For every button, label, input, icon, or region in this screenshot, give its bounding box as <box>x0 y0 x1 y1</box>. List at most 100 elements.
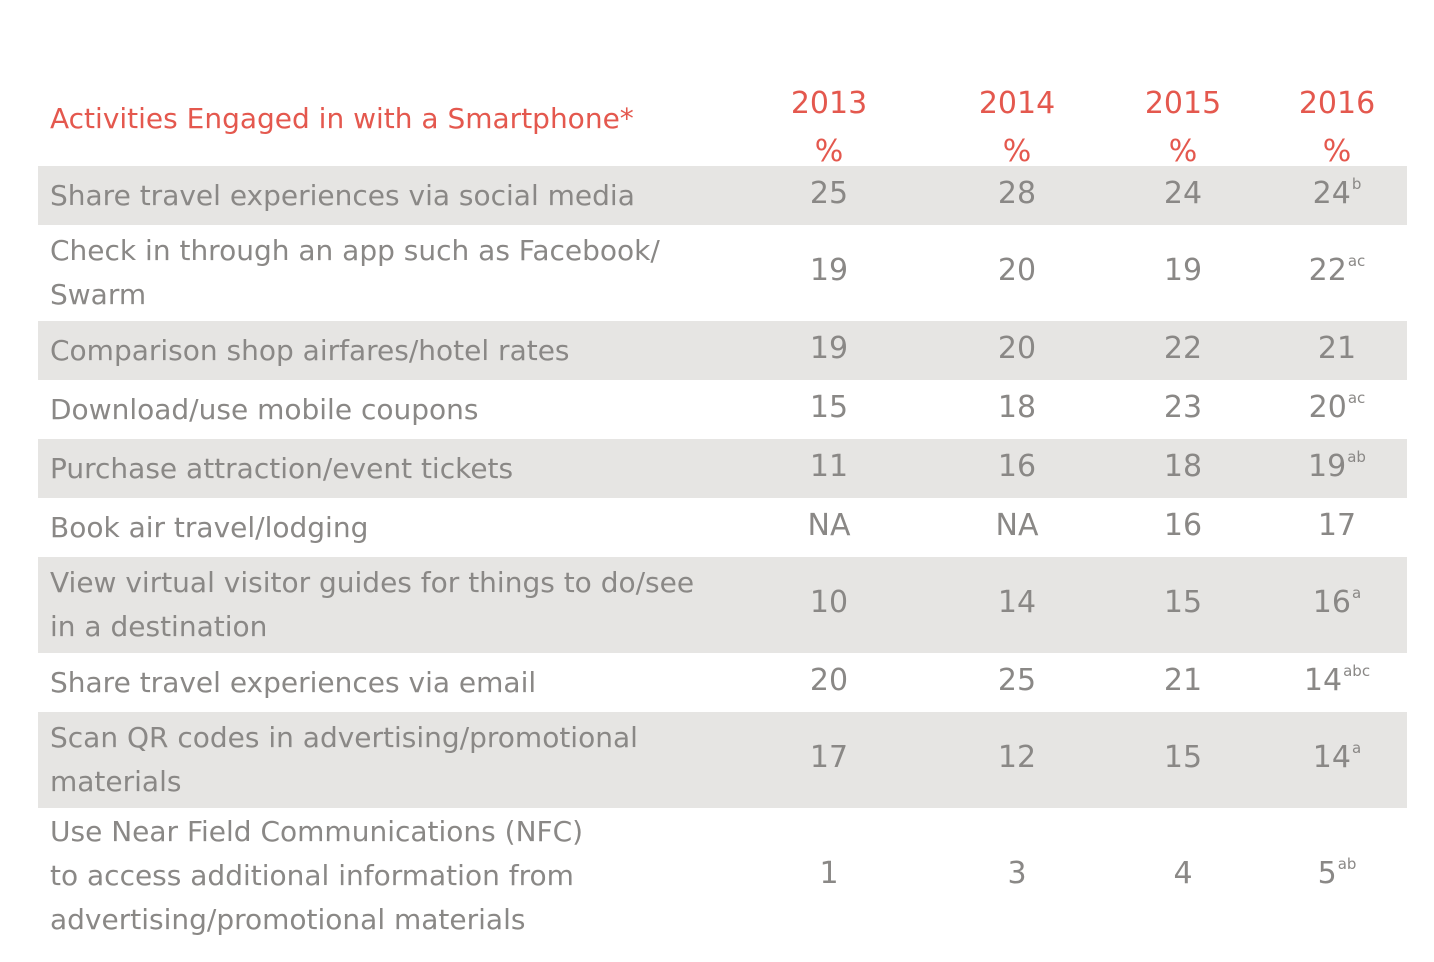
row-label-line: View virtual visitor guides for things t… <box>50 566 695 599</box>
cell-value: 20 <box>997 253 1037 288</box>
cell-value: 11 <box>809 449 849 484</box>
cell-value: 15 <box>809 390 849 425</box>
significance-note: ac <box>1347 252 1366 270</box>
value-cell-2014: 18 <box>937 390 1097 425</box>
cell-value: 22 <box>1163 331 1203 366</box>
column-header-2015: 2015 % <box>1103 80 1263 176</box>
cell-value: 17 <box>809 740 849 775</box>
value-cell-2015: 24 <box>1103 176 1263 211</box>
row-label: Use Near Field Communications (NFC) to ac… <box>50 810 583 942</box>
row-label: Download/use mobile coupons <box>50 388 478 432</box>
value-cell-2016: 22ac <box>1257 253 1417 288</box>
significance-note: ab <box>1337 855 1357 873</box>
value-cell-2013: 15 <box>749 390 909 425</box>
row-label-line: Download/use mobile coupons <box>50 393 479 426</box>
value-cell-2014: 25 <box>937 663 1097 698</box>
table-title: Activities Engaged in with a Smartphone* <box>50 102 634 135</box>
value-cell-2014: 20 <box>937 253 1097 288</box>
table-row: Purchase attraction/event tickets 11 16 18 1… <box>38 439 1407 498</box>
cell-value: 17 <box>1317 508 1357 543</box>
value-cell-2016: 20ac <box>1257 390 1417 425</box>
cell-value: 14 <box>1303 663 1343 698</box>
cell-value: 19 <box>809 331 849 366</box>
value-cell-2014: 14 <box>937 585 1097 620</box>
value-cell-2014: 3 <box>937 856 1097 891</box>
significance-note: ac <box>1347 389 1366 407</box>
row-label: Book air travel/lodging <box>50 506 368 550</box>
cell-value: 1 <box>819 856 839 891</box>
value-cell-2015: 19 <box>1103 253 1263 288</box>
cell-value: 14 <box>1312 740 1351 775</box>
table-row: Use Near Field Communications (NFC) to ac… <box>38 808 1407 944</box>
value-cell-2013: 20 <box>749 663 909 698</box>
value-cell-2016: 21 <box>1257 331 1417 366</box>
table-row: Comparison shop airfares/hotel rates 19 20… <box>38 321 1407 380</box>
cell-value: 18 <box>997 390 1037 425</box>
column-unit: % <box>1002 134 1032 169</box>
cell-value: 25 <box>809 176 849 211</box>
cell-value: 19 <box>1163 253 1203 288</box>
value-cell-2015: 4 <box>1103 856 1263 891</box>
cell-value: 15 <box>1163 585 1203 620</box>
value-cell-2015: 16 <box>1103 508 1263 543</box>
cell-value: 28 <box>997 176 1037 211</box>
cell-value: 15 <box>1163 740 1203 775</box>
column-year: 2015 <box>1144 86 1222 121</box>
value-cell-2016: 14a <box>1257 740 1417 775</box>
cell-value: 19 <box>809 253 849 288</box>
column-header-2016: 2016 % <box>1257 80 1417 176</box>
cell-value: 20 <box>1308 390 1347 425</box>
table-row: Share travel experiences via social medi… <box>38 166 1407 225</box>
column-year: 2016 <box>1298 86 1376 121</box>
value-cell-2016: 16a <box>1257 585 1417 620</box>
significance-note: b <box>1351 175 1362 193</box>
table-row: Book air travel/lodging NA NA 16 17 <box>38 498 1407 557</box>
row-label-line: Share travel experiences via email <box>50 666 537 699</box>
cell-value: 14 <box>997 585 1037 620</box>
value-cell-2013: 10 <box>749 585 909 620</box>
cell-value: 12 <box>997 740 1037 775</box>
value-cell-2016: 17 <box>1257 508 1417 543</box>
table-body: Share travel experiences via social medi… <box>38 166 1407 944</box>
column-unit: % <box>1168 134 1198 169</box>
value-cell-2014: 28 <box>937 176 1097 211</box>
cell-value: 16 <box>1163 508 1203 543</box>
row-label: Purchase attraction/event tickets <box>50 447 513 491</box>
row-label: Check in through an app such as Facebook… <box>50 229 660 317</box>
value-cell-2016: 24b <box>1257 176 1417 211</box>
table-row: Share travel experiences via email 20 25 21… <box>38 653 1407 712</box>
cell-value: 21 <box>1317 331 1357 366</box>
row-label: Share travel experiences via email <box>50 661 536 705</box>
row-label-line: Share travel experiences via social medi… <box>50 179 635 212</box>
significance-note: ab <box>1347 448 1366 466</box>
cell-value: 16 <box>997 449 1037 484</box>
value-cell-2015: 21 <box>1103 663 1263 698</box>
row-label-line: Book air travel/lodging <box>50 511 369 544</box>
column-header-2013: 2013 % <box>749 80 909 176</box>
column-header-2014: 2014 % <box>937 80 1097 176</box>
cell-value: NA <box>995 508 1039 543</box>
row-label: View virtual visitor guides for things t… <box>50 561 694 649</box>
value-cell-2013: 11 <box>749 449 909 484</box>
table-row: Scan QR codes in advertising/promotional… <box>38 712 1407 808</box>
value-cell-2015: 23 <box>1103 390 1263 425</box>
cell-value: 24 <box>1312 176 1351 211</box>
cell-value: 4 <box>1173 856 1193 891</box>
column-unit: % <box>1322 134 1352 169</box>
value-cell-2013: 25 <box>749 176 909 211</box>
row-label-line: Purchase attraction/event tickets <box>50 452 514 485</box>
cell-value: 21 <box>1163 663 1203 698</box>
row-label-line: Swarm <box>50 278 147 311</box>
row-label-line: Comparison shop airfares/hotel rates <box>50 334 570 367</box>
row-label-line: Scan QR codes in advertising/promotional <box>50 721 638 754</box>
value-cell-2014: 16 <box>937 449 1097 484</box>
value-cell-2014: 20 <box>937 331 1097 366</box>
cell-value: 5 <box>1317 856 1337 891</box>
row-label-line: Use Near Field Communications (NFC) <box>50 815 584 848</box>
table-row: View virtual visitor guides for things t… <box>38 557 1407 653</box>
value-cell-2014: NA <box>937 508 1097 543</box>
value-cell-2016: 19ab <box>1257 449 1417 484</box>
row-label-line: Check in through an app such as Facebook… <box>50 234 660 267</box>
cell-value: 24 <box>1163 176 1203 211</box>
cell-value: 16 <box>1312 585 1351 620</box>
